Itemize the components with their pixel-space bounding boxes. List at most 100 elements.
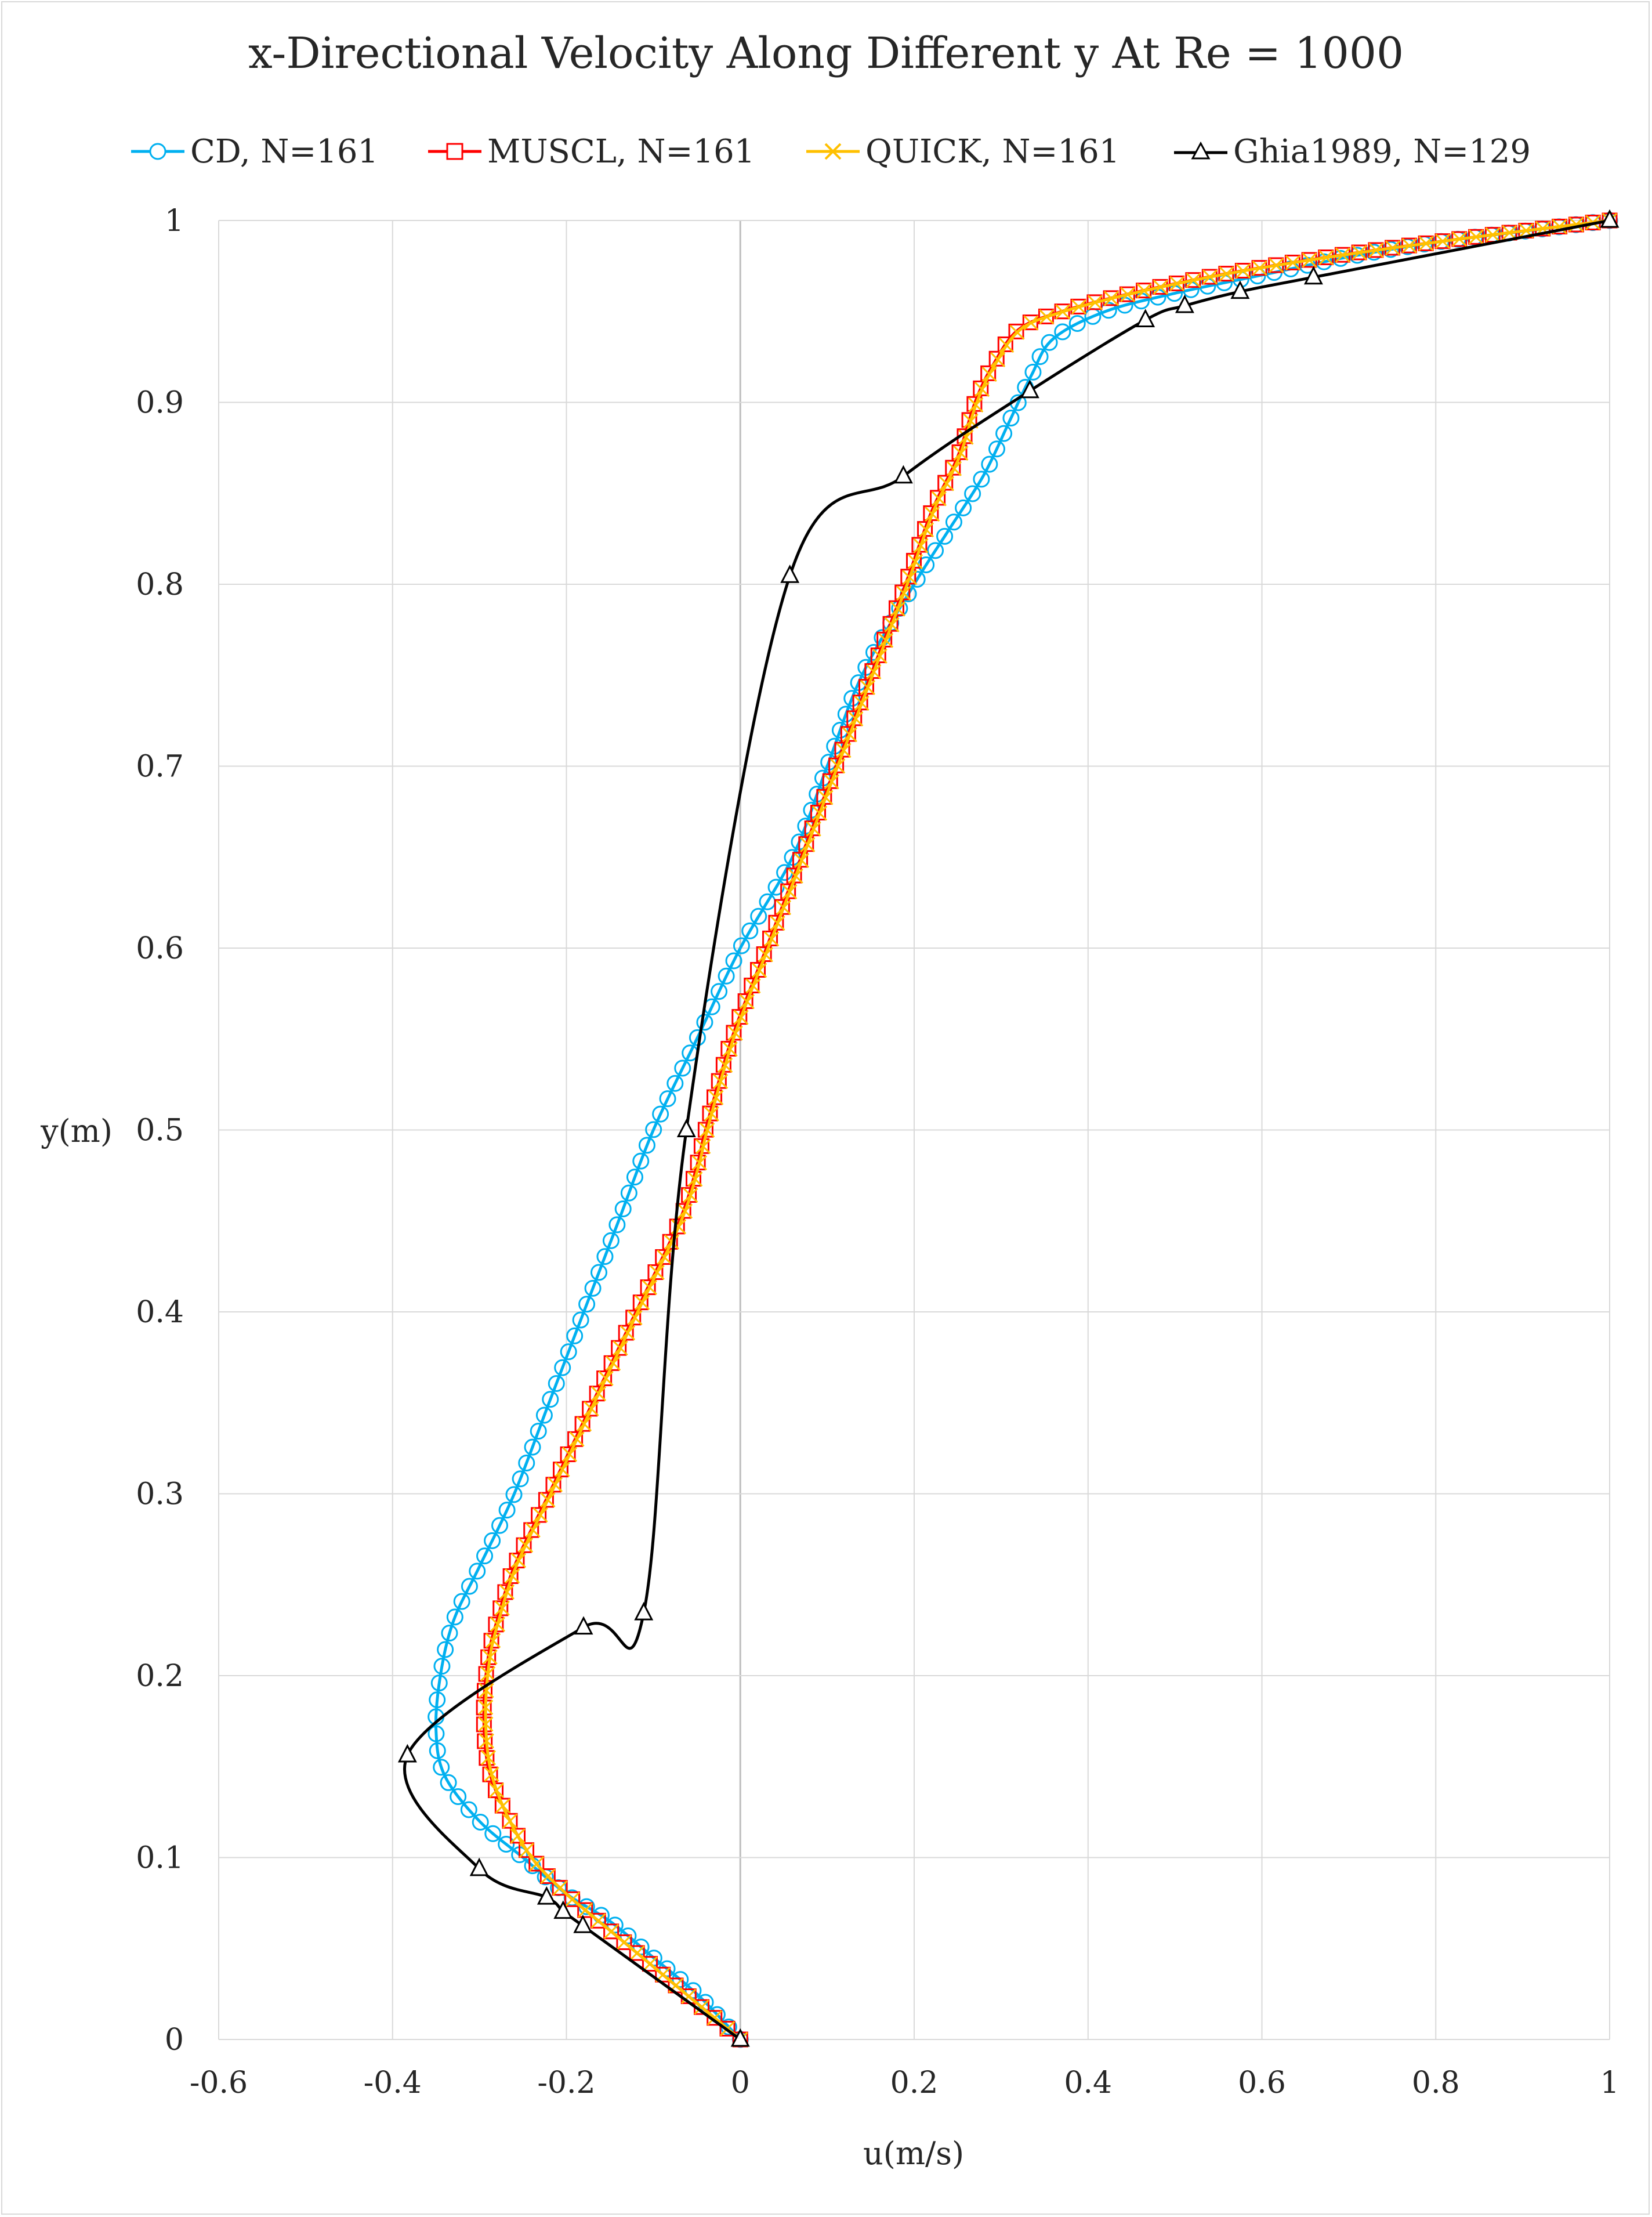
data-point-ghia: [676, 1119, 696, 1137]
data-point-quick: [824, 774, 839, 790]
data-point-quick: [1269, 258, 1284, 273]
data-point-quick: [974, 382, 990, 397]
data-point-cd: [608, 1216, 626, 1234]
data-point-cd: [1041, 334, 1058, 351]
y-tick-label: 0.4: [136, 1295, 184, 1330]
legend-item-ghia: Ghia1989, N=129: [1172, 125, 1531, 178]
data-point-quick: [519, 1843, 534, 1858]
data-point-quick: [1186, 273, 1201, 288]
data-point-quick: [577, 1903, 593, 1918]
data-point-quick-stroke: [848, 711, 864, 727]
data-point-quick: [764, 931, 780, 947]
data-point-muscl: [719, 2020, 736, 2037]
data-point-cd: [955, 499, 972, 516]
data-point-cd: [548, 1375, 565, 1392]
data-point-cd: [936, 527, 954, 545]
x-tick-label: -0.2: [537, 2066, 595, 2100]
data-point-muscl: [616, 1934, 632, 1950]
data-point-quick: [902, 570, 918, 585]
data-point-quick-stroke: [577, 1903, 593, 1918]
data-point-cd: [620, 1184, 637, 1202]
data-point-quick-stroke: [872, 648, 887, 664]
y-tick-label: 1: [165, 204, 184, 238]
data-point-quick: [1087, 295, 1103, 310]
data-point-muscl: [988, 350, 1005, 367]
data-point-quick: [479, 1683, 494, 1698]
data-point-quick-stroke: [478, 1716, 494, 1732]
data-point-quick-stroke: [713, 1073, 729, 1089]
data-point-muscl: [577, 1902, 593, 1918]
data-point-quick: [540, 1492, 556, 1508]
data-point-cd: [1024, 363, 1042, 381]
data-point-quick-stroke: [495, 1798, 510, 1814]
data-point-cd: [476, 1547, 494, 1565]
data-point-cd: [831, 721, 849, 739]
data-point-quick-stroke: [860, 679, 876, 696]
legend-item-muscl: MUSCL, N=161: [426, 125, 755, 178]
data-point-cd: [429, 1691, 446, 1709]
data-point-muscl: [1008, 323, 1024, 339]
data-point-quick: [1219, 266, 1234, 282]
series-quick: [478, 212, 1618, 2048]
data-point-cd: [674, 1059, 691, 1077]
data-point-quick-stroke: [620, 1325, 636, 1341]
data-point-quick-stroke: [999, 338, 1015, 353]
data-point-quick-stroke: [770, 916, 785, 931]
data-point-quick-stroke: [890, 601, 905, 617]
data-point-quick: [502, 1813, 518, 1829]
data-point-quick: [1302, 252, 1317, 268]
data-point-quick-stroke: [866, 664, 882, 679]
data-point-quick-stroke: [1368, 243, 1384, 258]
data-point-quick-stroke: [499, 1584, 515, 1600]
legend-marker-cd: [131, 143, 184, 160]
y-tick-label: 0.3: [136, 1477, 184, 1512]
data-point-cd: [484, 1825, 502, 1842]
data-point-quick: [561, 1446, 578, 1462]
data-point-quick-stroke: [1009, 324, 1025, 340]
data-point-ghia: [780, 565, 800, 583]
data-point-quick-stroke: [627, 1310, 643, 1326]
data-point-quick-stroke: [532, 1507, 548, 1523]
data-point-quick: [990, 352, 1006, 367]
data-point-muscl: [1022, 314, 1038, 331]
data-point-quick-stroke: [1502, 225, 1517, 241]
data-point-quick: [806, 821, 821, 837]
data-point-quick-stroke: [727, 1025, 743, 1041]
data-point-quick-stroke: [1435, 233, 1451, 249]
data-point-quick: [540, 1868, 556, 1884]
data-point-quick-stroke: [1169, 276, 1185, 291]
data-point-quick: [939, 476, 954, 491]
x-tick-label: 0.2: [890, 2066, 939, 2100]
data-point-quick: [782, 884, 798, 900]
data-point-cd: [964, 485, 981, 502]
data-point-quick-stroke: [677, 1203, 693, 1219]
data-point-quick-stroke: [830, 758, 846, 774]
data-point-cd: [614, 1200, 632, 1218]
data-point-quick-stroke: [1269, 258, 1284, 273]
data-point-muscl: [1038, 308, 1054, 324]
data-point-quick: [913, 538, 929, 554]
data-point-quick-stroke: [902, 570, 918, 585]
data-point-quick-stroke: [931, 491, 947, 507]
data-point-quick-stroke: [733, 1010, 749, 1025]
data-point-cd: [733, 937, 750, 954]
data-point-cd: [430, 1674, 448, 1692]
data-point-cd: [450, 1788, 467, 1805]
data-point-quick: [629, 1945, 645, 1961]
data-point-cd: [554, 1359, 571, 1376]
data-point-cd: [460, 1801, 477, 1818]
data-point-quick-stroke: [584, 1401, 599, 1417]
data-point-ghia: [1136, 309, 1155, 327]
data-point-quick: [918, 522, 934, 538]
data-point-quick: [713, 1073, 729, 1089]
data-point-quick: [812, 805, 828, 821]
data-point-quick: [627, 1310, 643, 1326]
data-point-quick-stroke: [691, 1155, 708, 1171]
data-point-quick: [620, 1325, 636, 1341]
data-point-quick-stroke: [519, 1843, 534, 1858]
data-point-quick-stroke: [1235, 263, 1251, 279]
data-point-quick: [1009, 324, 1025, 340]
data-point-cd: [560, 1343, 577, 1361]
data-point-cd: [535, 1406, 553, 1424]
